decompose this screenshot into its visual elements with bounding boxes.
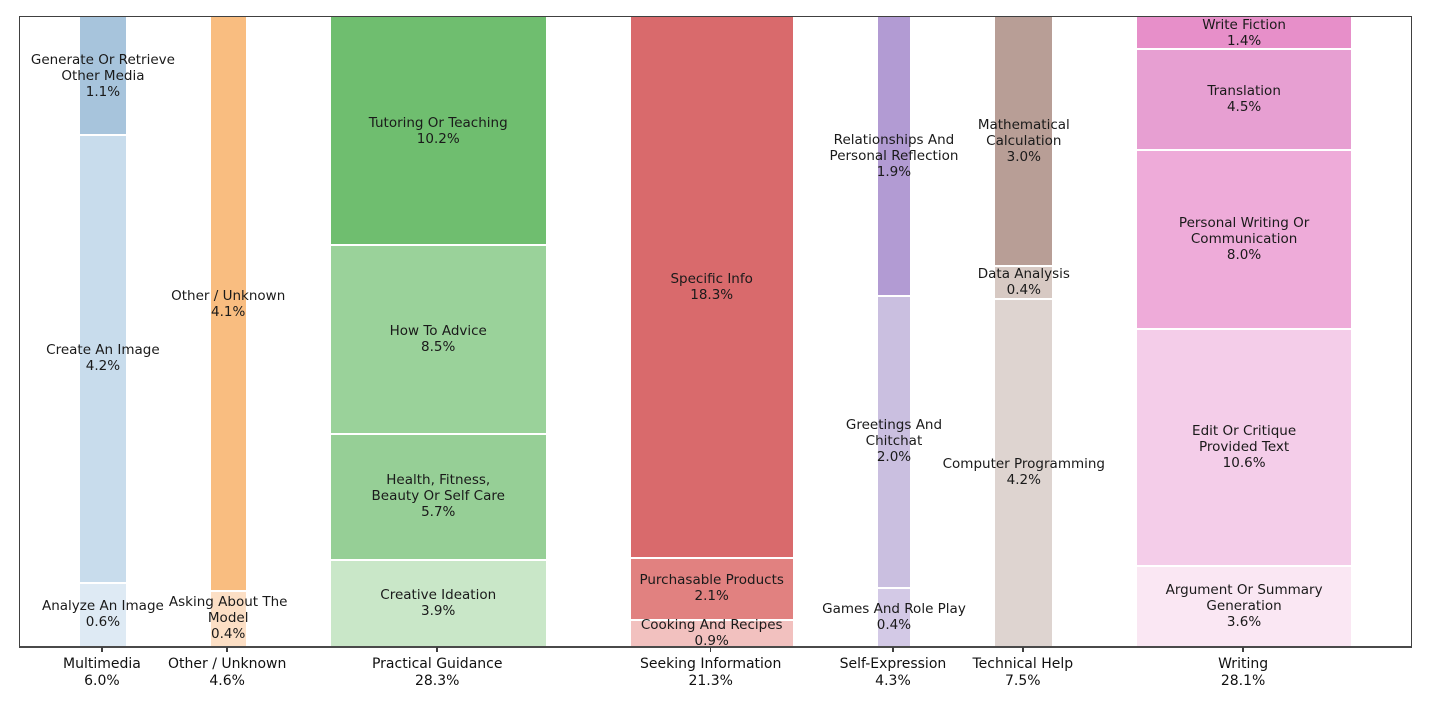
- segment-relationships-and-personal-reflection: [877, 17, 911, 295]
- segment-cooking-and-recipes: [630, 619, 793, 646]
- axis-tick-practical-guidance: [436, 647, 438, 652]
- segment-purchasable-products: [630, 557, 793, 619]
- segment-greetings-and-chitchat: [877, 295, 911, 587]
- segment-write-fiction: [1137, 17, 1351, 48]
- bar-writing: [1137, 17, 1351, 646]
- segment-games-and-role-play: [877, 587, 911, 646]
- segment-mathematical-calculation: [995, 17, 1053, 265]
- axis-tick-multimedia: [101, 647, 103, 652]
- axis-tick-technical-help: [1022, 647, 1024, 652]
- segment-computer-programming: [995, 298, 1053, 646]
- segment-personal-writing-or-communication: [1137, 149, 1351, 328]
- segment-data-analysis: [995, 265, 1053, 298]
- axis-tick-writing: [1242, 647, 1244, 652]
- axis-label-writing: Writing 28.1%: [1218, 656, 1269, 689]
- segment-translation: [1137, 48, 1351, 149]
- axis-label-practical-guidance: Practical Guidance 28.3%: [371, 656, 503, 689]
- x-axis: Multimedia 6.0% Other / Unknown 4.6% Pract…: [19, 647, 1410, 707]
- bar-seeking-information: [630, 17, 793, 646]
- bar-technical-help: [995, 17, 1053, 646]
- bar-self-expression: [877, 17, 911, 646]
- plot-area: Generate Or Retrieve Other Media 1.1% Cre…: [19, 16, 1412, 649]
- segment-how-to-advice: [330, 244, 546, 433]
- segment-health-fitness-beauty-or-self-care: [330, 433, 546, 559]
- axis-tick-seeking-information: [709, 647, 712, 652]
- segment-other-unknown: [210, 17, 246, 590]
- axis-label-multimedia: Multimedia 6.0%: [62, 656, 141, 689]
- bar-multimedia: [80, 17, 126, 646]
- axis-label-seeking-information: Seeking Information 21.3%: [640, 656, 782, 689]
- segment-tutoring-or-teaching: [330, 17, 546, 244]
- segment-analyze-an-image: [80, 582, 126, 646]
- bar-practical-guidance: [330, 17, 546, 646]
- segment-edit-or-critique-provided-text: [1137, 328, 1351, 565]
- segment-specific-info: [630, 17, 793, 557]
- axis-tick-self-expression: [892, 647, 894, 652]
- segment-creative-ideation: [330, 559, 546, 646]
- bar-other-unknown: [210, 17, 246, 646]
- axis-label-self-expression: Self-Expression 4.3%: [839, 656, 947, 689]
- axis-label-other-unknown: Other / Unknown 4.6%: [168, 656, 287, 689]
- segment-create-an-image: [80, 134, 126, 582]
- segment-asking-about-the-model: [210, 590, 246, 646]
- axis-tick-other-unknown: [226, 647, 228, 652]
- segment-generate-or-retrieve-other-media: [80, 17, 126, 134]
- axis-label-technical-help: Technical Help 7.5%: [972, 656, 1074, 689]
- segment-argument-or-summary-generation: [1137, 565, 1351, 646]
